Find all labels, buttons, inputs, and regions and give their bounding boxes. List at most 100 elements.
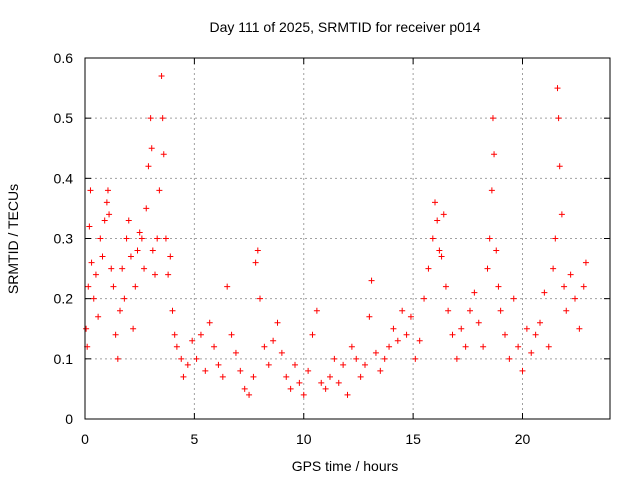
data-point [283,373,290,380]
data-point [265,361,272,368]
x-tick-label: 10 [296,431,312,447]
y-tick-label: 0.3 [54,231,74,247]
chart-title: Day 111 of 2025, SRMTID for receiver p01… [209,19,480,35]
data-point [158,73,165,80]
data-point [489,115,496,122]
data-point [519,367,526,374]
data-point [197,331,204,338]
data-point [377,367,384,374]
data-point [143,205,150,212]
data-point [309,331,316,338]
data-point [563,307,570,314]
data-point [110,283,117,290]
data-point [362,361,368,368]
data-point [386,343,393,350]
data-point [300,391,307,398]
data-point [132,283,139,290]
data-point [112,331,119,338]
data-point [119,265,126,272]
data-point [121,295,128,302]
data-point [381,355,388,362]
data-point [399,307,406,314]
data-point [232,349,239,356]
data-point [462,343,469,350]
data-point [237,367,244,374]
data-point [348,343,355,350]
data-point [154,235,161,242]
data-point [138,235,145,242]
data-point [274,319,281,326]
data-point [224,283,231,290]
data-point [432,199,438,206]
y-tick-label: 0.6 [54,50,74,66]
ticks-layer: 0 0.1 0.2 0.3 0.4 0.5 0.6 0 5 10 15 20 [54,50,610,447]
data-point [156,187,163,194]
data-point [510,295,517,302]
data-point [550,265,557,272]
data-point [117,307,123,314]
data-point [467,307,473,314]
data-point [353,355,360,362]
data-point [103,199,110,206]
data-point [287,385,294,392]
data-point [558,211,565,218]
data-point [189,337,196,344]
y-tick-label: 0.5 [54,110,74,126]
data-point [97,235,104,242]
data-point [471,289,478,296]
data-point [552,235,559,242]
data-point [335,379,342,386]
data-point [556,163,563,170]
data-point [173,343,180,350]
data-point [254,247,261,254]
data-point [541,289,548,296]
data-point [95,313,102,320]
data-point [141,265,148,272]
data-point [484,265,491,272]
data-point [416,337,423,344]
data-point [554,85,561,92]
data-point [497,307,504,314]
data-point [480,343,487,350]
data-point [442,283,449,290]
data-point [87,187,94,194]
y-tick-label: 0.1 [54,351,74,367]
data-point [425,265,432,272]
data-point [246,391,253,398]
data-point [488,187,495,194]
y-tick-label: 0.4 [54,170,74,186]
data-point [88,259,95,266]
data-point [90,295,97,302]
data-point [219,373,226,380]
data-point [178,355,185,362]
data-point [421,295,428,302]
data-point [453,355,460,362]
data-point [331,355,338,362]
data-point [495,283,502,290]
data-point [582,259,589,266]
data-point [130,325,137,332]
data-point [215,361,222,368]
data-point [206,319,213,326]
data-point [366,313,373,320]
data-point [523,325,530,332]
data-point [313,307,320,314]
data-point [127,253,134,260]
data-point [555,115,562,122]
data-point [436,247,443,254]
data-point [515,343,522,350]
data-point [537,319,543,326]
data-point [429,235,436,242]
data-point [458,325,465,332]
data-point [83,325,90,332]
data-point [159,115,166,122]
data-point [147,115,154,122]
data-point [296,379,303,386]
data-point [407,313,414,320]
data-point [475,319,482,326]
data-point [165,271,172,278]
x-tick-label: 5 [190,431,198,447]
data-point [532,331,539,338]
